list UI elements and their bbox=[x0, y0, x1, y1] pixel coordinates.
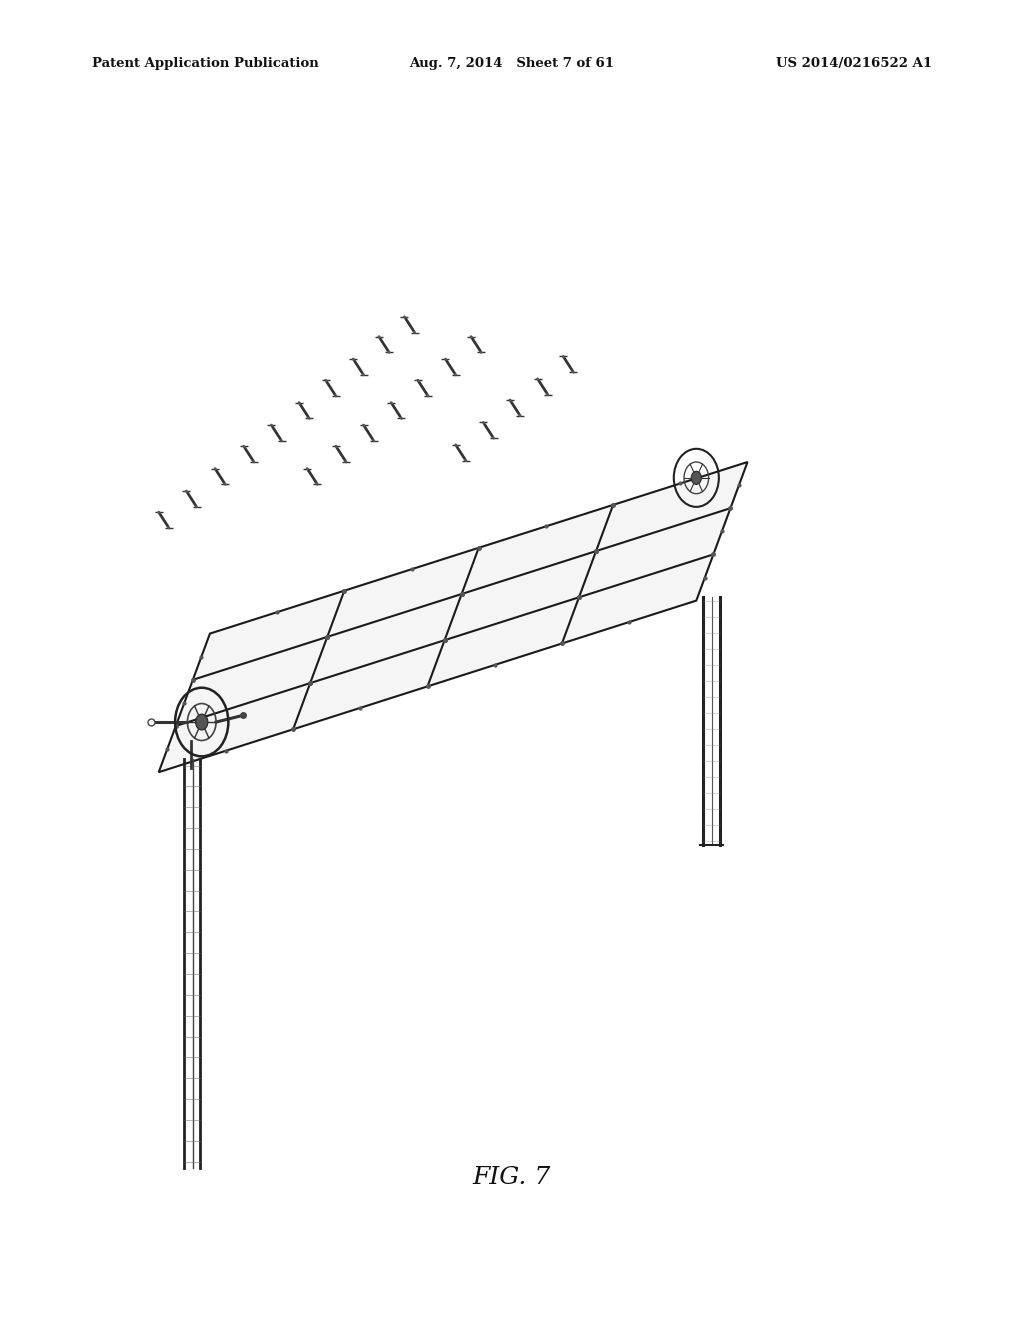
Text: US 2014/0216522 A1: US 2014/0216522 A1 bbox=[776, 57, 932, 70]
Text: FIG. 7: FIG. 7 bbox=[473, 1166, 551, 1189]
Polygon shape bbox=[159, 462, 748, 772]
Text: Patent Application Publication: Patent Application Publication bbox=[92, 57, 318, 70]
Text: Aug. 7, 2014   Sheet 7 of 61: Aug. 7, 2014 Sheet 7 of 61 bbox=[410, 57, 614, 70]
Circle shape bbox=[691, 471, 701, 484]
Circle shape bbox=[196, 714, 208, 730]
